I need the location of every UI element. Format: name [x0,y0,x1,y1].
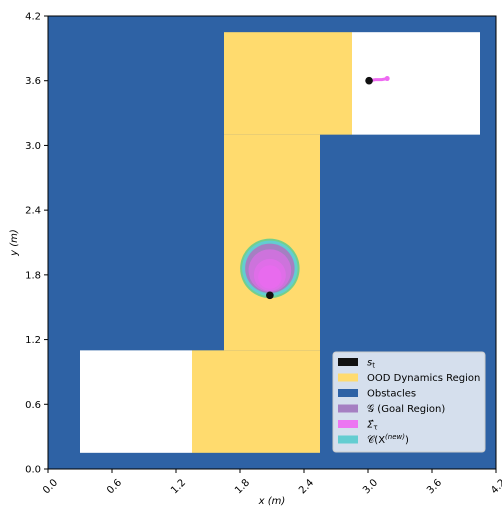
legend-label-obstacles: Obstacles [367,389,416,400]
ood-dynamics-region-0 [192,350,320,453]
y-tick-label-2: 1.2 [25,335,41,346]
free-space-region-0 [80,350,192,453]
legend-label-cnew: 𝒞(X(new)) [367,433,409,446]
x-tick-label-7: 4.2 [489,477,502,496]
legend-label-sigma: Σ̂τ [367,419,378,432]
sigma-tau-2 [258,265,282,289]
y-tick-label-6: 3.6 [25,76,41,87]
plot-area [48,16,496,469]
axes-frame [47,15,497,470]
y-tick-label-3: 1.8 [25,270,41,281]
x-tick-label-2: 1.2 [169,477,188,496]
legend-swatch-ood [338,373,358,382]
x-tick-label-4: 2.4 [297,477,316,496]
y-tick-label-1: 0.6 [25,400,41,411]
x-tick-label-5: 3.0 [361,477,380,496]
y-tick-label-5: 3.0 [25,141,41,152]
legend-swatch-state [338,358,358,366]
legend-swatch-obstacles [338,389,358,397]
state-point-0 [266,291,274,300]
x-tick-label-0: 0.0 [41,477,60,496]
ood-dynamics-region-2 [224,32,352,135]
legend-swatch-sigma [338,420,358,428]
trajectory-end [384,76,390,82]
legend: st OOD Dynamics Region Obstacles 𝒢 (Goal Re… [332,351,486,453]
x-tick-label-3: 1.8 [233,477,252,496]
y-axis-label: y (m) [9,229,20,257]
x-tick-label-6: 3.6 [425,477,444,496]
y-tick-label-7: 4.2 [25,12,41,23]
legend-swatch-goal [338,404,358,413]
legend-label-state: st [367,358,375,370]
x-tick-label-1: 0.6 [105,477,124,496]
legend-swatch-cnew [338,435,358,444]
legend-box [332,351,486,453]
legend-label-goal: 𝒢 (Goal Region) [367,404,445,415]
legend-label-ood: OOD Dynamics Region [367,373,480,384]
free-space-region-1 [352,32,480,135]
y-tick-label-4: 2.4 [25,206,41,217]
x-axis-label: x (m) [258,496,286,506]
state-point-1 [365,76,373,85]
y-tick-label-0: 0.0 [25,465,41,476]
